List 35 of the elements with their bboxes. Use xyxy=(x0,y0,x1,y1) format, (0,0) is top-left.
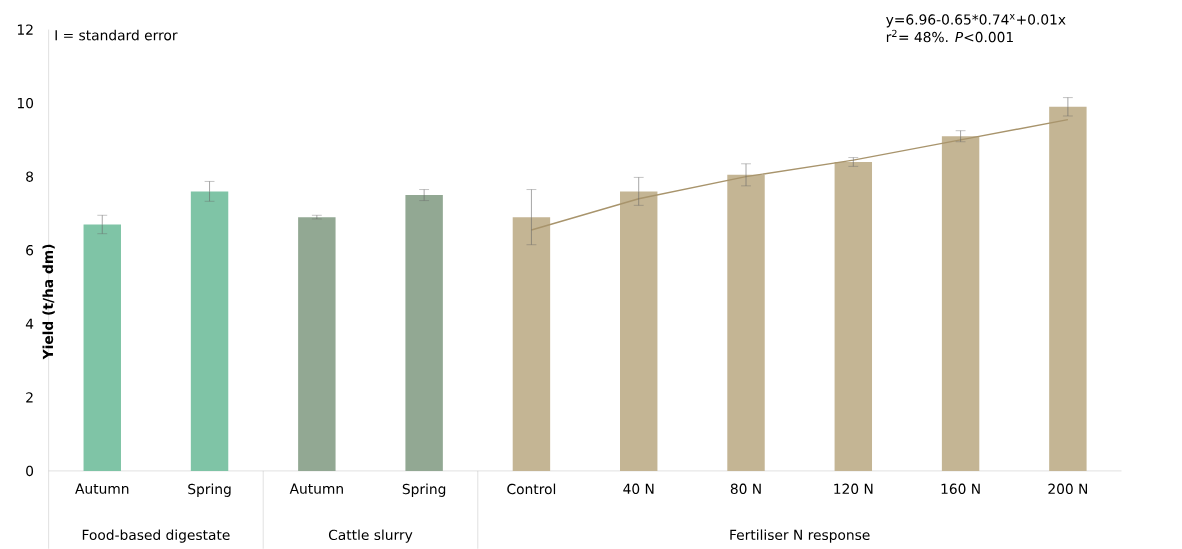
text: Fertiliser N response xyxy=(730,529,870,543)
x-tick-label: 160 N xyxy=(941,483,980,495)
text: Food-based digestate xyxy=(82,529,230,543)
annotation: r$^{2}$= 48%. P<0.001 xyxy=(886,29,1013,43)
y-tick-label: 6 xyxy=(26,245,34,256)
x-tick-label: Spring xyxy=(402,483,446,498)
annotation: I = standard error xyxy=(55,29,178,41)
y-tick-label: 12 xyxy=(17,24,33,35)
text: Cattle slurry xyxy=(328,529,413,543)
bar xyxy=(620,191,658,472)
y-axis-title: Yield (t/ha dm) xyxy=(42,244,55,360)
bar xyxy=(512,217,551,472)
x-tick-label: 40 N xyxy=(623,483,654,495)
x-tick-label: Autumn xyxy=(75,483,129,494)
y-tick-label: 0 xyxy=(26,465,34,477)
y-tick-label: 2 xyxy=(26,392,33,403)
y-tick-label: 10 xyxy=(17,98,34,109)
x-tick-label: 120 N xyxy=(834,483,873,495)
line-series xyxy=(530,119,1069,231)
bar xyxy=(190,191,229,472)
x-tick-label: 200 N xyxy=(1048,483,1088,495)
bar xyxy=(941,136,980,472)
bar xyxy=(83,224,121,472)
x-tick-label: Spring xyxy=(188,483,231,498)
y-tick-label: 8 xyxy=(26,171,34,183)
x-tick-label: 80 N xyxy=(730,483,761,495)
text: y=6.96-0.65*0.74$^{x}$+0.01x xyxy=(886,14,1066,28)
x-tick-label: Autumn xyxy=(289,483,343,494)
bar xyxy=(834,162,873,472)
y-tick-label: 4 xyxy=(25,318,34,329)
bar xyxy=(298,217,336,472)
bar xyxy=(1049,106,1087,472)
bar xyxy=(405,195,443,472)
x-tick-label: Control xyxy=(507,483,556,495)
bar xyxy=(727,174,765,472)
